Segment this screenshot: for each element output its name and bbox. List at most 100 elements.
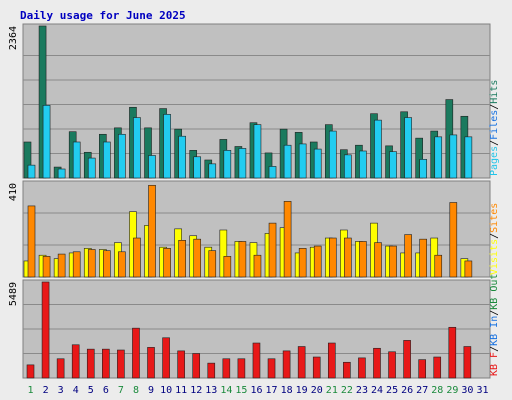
bar-top-s1-day-12 <box>193 156 202 179</box>
ymax-label-bottom: 5489 <box>8 282 19 306</box>
bar-bottom-s0-day-2 <box>41 281 50 379</box>
legend-item: / <box>489 140 500 146</box>
bar-top-s1-day-27 <box>419 159 427 179</box>
bar-middle-s1-day-12 <box>193 238 202 278</box>
day-label: 26 <box>401 385 413 396</box>
bar-middle-s1-day-5 <box>87 249 96 278</box>
day-label: 24 <box>371 385 383 396</box>
day-label: 13 <box>205 385 217 396</box>
bar-bottom-s0-day-30 <box>463 346 472 379</box>
bar-top-s1-day-15 <box>238 148 247 179</box>
bar-middle-s1-day-9 <box>148 184 156 278</box>
day-label: 12 <box>190 385 202 396</box>
day-label: 23 <box>356 385 368 396</box>
bar-middle-s1-day-27 <box>419 238 427 278</box>
bar-bottom-s0-day-27 <box>418 359 426 379</box>
bar-top-s1-day-17 <box>268 166 277 179</box>
bar-top-s1-day-30 <box>464 136 473 179</box>
bar-middle-s1-day-25 <box>389 245 397 278</box>
bar-middle-s1-day-16 <box>253 254 262 278</box>
day-label: 3 <box>58 385 64 396</box>
bar-top-s1-day-3 <box>57 168 66 179</box>
bar-top-s1-day-18 <box>283 144 292 179</box>
bar-top-s0-day-2 <box>38 25 47 179</box>
bar-top-s0-day-17 <box>264 152 273 179</box>
day-label: 5 <box>88 385 94 396</box>
day-label: 15 <box>235 385 247 396</box>
legend-top: Pages/Files/Hits <box>489 80 500 176</box>
day-label: 28 <box>431 385 443 396</box>
bar-bottom-s0-day-22 <box>343 361 351 379</box>
legend-item: Pages <box>489 146 500 176</box>
bar-middle-s1-day-28 <box>434 254 443 278</box>
legend-item: / <box>489 104 500 110</box>
bar-top-s1-day-11 <box>178 135 186 179</box>
bar-top-s1-day-2 <box>42 105 51 179</box>
day-label: 25 <box>386 385 398 396</box>
day-label: 8 <box>133 385 139 396</box>
legend-item: / <box>489 310 500 316</box>
day-label: 17 <box>266 385 278 396</box>
bar-middle-s1-day-30 <box>464 260 473 278</box>
bar-top-s1-day-14 <box>223 150 232 179</box>
bar-top-s1-day-22 <box>344 154 352 179</box>
bar-middle-s1-day-14 <box>223 256 232 278</box>
bar-middle-s0-day-14 <box>219 229 228 278</box>
bar-top-s1-day-19 <box>298 143 307 179</box>
legend-item: Files <box>489 110 500 140</box>
bar-top-s1-day-24 <box>374 119 382 179</box>
bar-bottom-s0-day-14 <box>222 358 231 379</box>
day-label: 31 <box>476 385 488 396</box>
bar-top-s1-day-5 <box>87 157 96 179</box>
bar-bottom-s0-day-25 <box>388 351 396 379</box>
bar-bottom-s0-day-13 <box>207 362 216 379</box>
bar-bottom-s0-day-21 <box>327 342 336 379</box>
bar-middle-s1-day-11 <box>178 240 186 278</box>
bar-middle-s1-day-20 <box>313 245 322 278</box>
bar-middle-s1-day-18 <box>283 201 292 278</box>
bar-bottom-s0-day-4 <box>71 344 80 379</box>
bar-top-s1-day-6 <box>103 141 111 179</box>
day-label: 10 <box>160 385 172 396</box>
bar-middle-s1-day-23 <box>359 241 367 278</box>
day-label: 27 <box>416 385 428 396</box>
bar-bottom-s0-day-5 <box>86 348 95 379</box>
bar-bottom-s0-day-10 <box>162 337 170 379</box>
x-axis-day-labels: 1 2 3 4 5 6 7 8 9 10 11 12 13 14 15 16 17 18 19 20 21 22 23 24 2… <box>28 385 489 396</box>
bar-top-s1-day-4 <box>72 141 81 179</box>
bar-bottom-s0-day-16 <box>252 342 261 379</box>
bar-top-s1-day-20 <box>313 148 322 179</box>
bar-top-s1-day-1 <box>27 164 36 179</box>
day-label: 22 <box>341 385 353 396</box>
bar-top-s1-day-16 <box>253 124 262 179</box>
chart-title: Daily usage for June 2025 <box>20 9 186 22</box>
bar-bottom-s0-day-8 <box>132 327 140 379</box>
bar-bottom-s0-day-28 <box>433 356 442 379</box>
bar-bottom-s0-day-26 <box>403 340 411 379</box>
bar-middle-s1-day-13 <box>208 250 217 278</box>
day-label: 21 <box>326 385 338 396</box>
bar-top-s1-day-23 <box>359 150 367 179</box>
bar-bottom-s0-day-18 <box>282 350 291 379</box>
bar-top-s1-day-13 <box>208 163 217 179</box>
bar-middle-s1-day-29 <box>449 202 458 278</box>
day-label: 20 <box>311 385 323 396</box>
bar-middle-s1-day-22 <box>344 237 352 278</box>
legend-item: Sites <box>489 203 500 233</box>
bar-middle-s1-day-6 <box>103 250 111 278</box>
day-label: 1 <box>28 385 34 396</box>
bar-bottom-s0-day-3 <box>56 358 65 379</box>
bar-bottom-s0-day-15 <box>237 358 246 379</box>
bar-top-s1-day-26 <box>404 117 412 179</box>
legend-bottom: KB F/KB In/KB Out <box>489 274 500 376</box>
day-label: 6 <box>103 385 109 396</box>
legend-item: / <box>489 233 500 239</box>
bar-top-s1-day-28 <box>434 136 443 179</box>
legend-item: KB In <box>489 316 500 346</box>
day-label: 30 <box>461 385 473 396</box>
legend-item: KB F <box>489 352 500 376</box>
bar-middle-s1-day-15 <box>238 241 247 278</box>
day-label: 11 <box>175 385 187 396</box>
bar-middle-s1-day-3 <box>57 253 66 278</box>
ymax-label-top: 2364 <box>8 26 19 50</box>
